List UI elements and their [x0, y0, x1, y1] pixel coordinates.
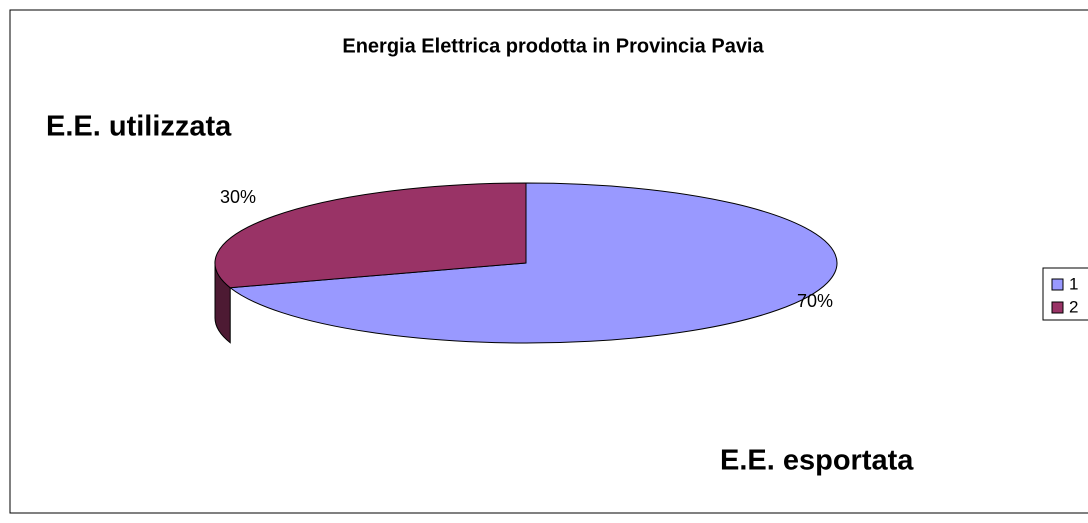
- legend-label: 1: [1069, 274, 1078, 293]
- annotation: E.E. utilizzata: [46, 111, 232, 143]
- slice: [214, 182, 527, 289]
- legend-label: 2: [1069, 297, 1078, 316]
- value-label: 30%: [220, 187, 256, 207]
- slice: [228, 182, 838, 344]
- legend-box: [1042, 267, 1088, 321]
- value-label: 70%: [797, 291, 833, 311]
- legend-swatch: [1051, 278, 1064, 291]
- legend-swatch: [1051, 301, 1064, 314]
- annotation: E.E. esportata: [720, 445, 914, 477]
- chart-title: Energia Elettrica prodotta in Provincia …: [342, 35, 764, 57]
